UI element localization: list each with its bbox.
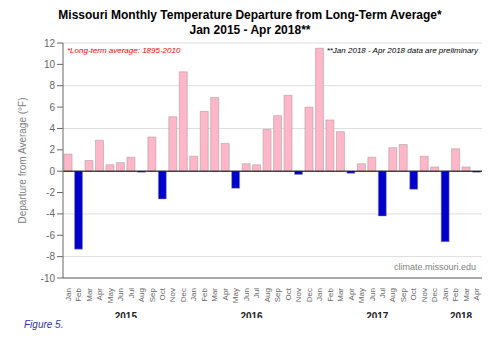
svg-text:-2: -2: [46, 187, 55, 198]
svg-text:May: May: [231, 288, 240, 303]
svg-text:Aug: Aug: [137, 288, 146, 302]
html-text:Missouri Monthly Temperature D: Missouri Monthly Temperature Departure f…: [58, 8, 442, 22]
svg-text:Feb: Feb: [326, 287, 335, 301]
svg-text:Dec: Dec: [305, 288, 314, 302]
svg-text:4: 4: [49, 123, 55, 134]
svg-text:Sep: Sep: [148, 287, 157, 302]
svg-text:Sep: Sep: [273, 287, 282, 302]
html-text:**Jan 2018 - Apr 2018 data are: **Jan 2018 - Apr 2018 data are prelimina…: [326, 46, 478, 55]
svg-text:Jul: Jul: [378, 288, 387, 298]
svg-text:2015: 2015: [115, 311, 138, 318]
svg-text:May: May: [357, 288, 366, 303]
svg-text:Feb: Feb: [200, 287, 209, 301]
svg-text:Oct: Oct: [409, 287, 418, 300]
svg-text:2016: 2016: [240, 311, 263, 318]
svg-text:Mar: Mar: [85, 288, 94, 302]
svg-text:-8: -8: [46, 251, 55, 262]
html-text:*Long-term average: 1895-2010: *Long-term average: 1895-2010: [67, 46, 181, 55]
svg-text:2018: 2018: [450, 311, 473, 318]
html-text:Figure 5.: Figure 5.: [24, 319, 64, 330]
svg-text:Departure from Average (°F): Departure from Average (°F): [17, 97, 28, 223]
svg-text:-4: -4: [46, 208, 55, 219]
svg-text:Aug: Aug: [263, 288, 272, 302]
svg-text:Jan: Jan: [441, 288, 450, 301]
svg-text:Nov: Nov: [168, 288, 177, 302]
svg-text:Jun: Jun: [116, 288, 125, 301]
svg-text:Oct: Oct: [284, 287, 293, 300]
svg-text:Apr: Apr: [347, 288, 356, 301]
svg-text:Jul: Jul: [127, 288, 136, 298]
svg-text:8: 8: [49, 80, 55, 91]
svg-text:6: 6: [49, 102, 55, 113]
svg-text:Nov: Nov: [294, 288, 303, 302]
svg-text:Mar: Mar: [210, 288, 219, 302]
svg-text:12: 12: [44, 38, 56, 49]
svg-text:-6: -6: [46, 230, 55, 241]
html-text:climate.missouri.edu: climate.missouri.edu: [394, 262, 476, 272]
svg-text:Dec: Dec: [430, 288, 439, 302]
svg-text:0: 0: [49, 166, 55, 177]
svg-text:Sep: Sep: [399, 287, 408, 302]
svg-text:Jan: Jan: [64, 288, 73, 301]
svg-text:Jun: Jun: [242, 288, 251, 301]
svg-text:Jul: Jul: [252, 288, 261, 298]
svg-text:Feb: Feb: [451, 287, 460, 301]
svg-text:Apr: Apr: [472, 288, 481, 301]
svg-text:Nov: Nov: [420, 288, 429, 302]
svg-text:Jun: Jun: [368, 288, 377, 301]
svg-text:2: 2: [49, 144, 55, 155]
svg-text:Feb: Feb: [74, 287, 83, 301]
svg-text:May: May: [106, 288, 115, 303]
svg-text:Mar: Mar: [462, 288, 471, 302]
svg-text:Mar: Mar: [336, 288, 345, 302]
svg-text:Jan: Jan: [189, 288, 198, 301]
svg-text:Apr: Apr: [221, 288, 230, 301]
html-text:Jan 2015 - Apr 2018**: Jan 2015 - Apr 2018**: [189, 23, 311, 37]
svg-text:Jan: Jan: [315, 288, 324, 301]
svg-text:Aug: Aug: [388, 288, 397, 302]
svg-text:Apr: Apr: [95, 288, 104, 301]
svg-text:10: 10: [44, 59, 56, 70]
svg-text:2017: 2017: [366, 311, 389, 318]
svg-text:-10: -10: [41, 273, 56, 284]
svg-text:Oct: Oct: [158, 287, 167, 300]
svg-text:Dec: Dec: [179, 288, 188, 302]
